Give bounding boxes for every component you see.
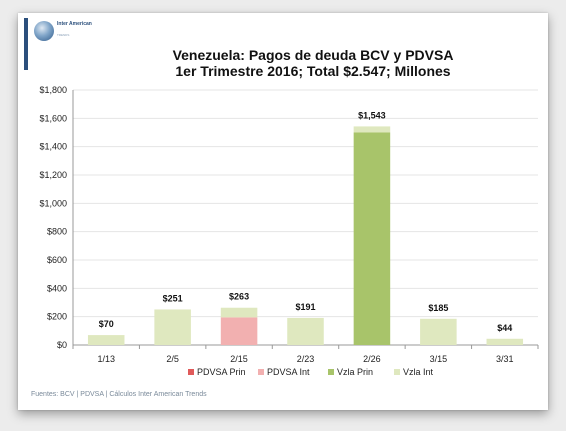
bar-segment (353, 126, 391, 133)
x-tick-label: 3/15 (430, 354, 448, 364)
y-tick-label: $1,800 (39, 85, 67, 95)
bar-chart: $0 $200 $400 $600 $800 $1,000 $1,200 $1,400 $1,6… (39, 85, 539, 377)
bar-segment (420, 318, 457, 345)
data-label: $251 (163, 293, 183, 303)
chart-slide: Inter American TRENDS Venezuela: Pagos d… (18, 13, 548, 410)
data-label: $263 (229, 292, 249, 302)
data-label: $70 (99, 319, 114, 329)
chart-subtitle: 1er Trimestre 2016; Total $2.547; Millon… (175, 63, 451, 79)
company-logo: Inter American TRENDS (34, 21, 114, 51)
bar-segment (287, 317, 324, 345)
legend-label: PDVSA Int (267, 367, 310, 377)
legend-swatch (394, 369, 400, 375)
x-tick-label: 2/26 (363, 354, 381, 364)
legend-swatch (258, 369, 264, 375)
x-tick-label: 2/5 (166, 354, 179, 364)
y-tick-label: $1,200 (39, 170, 67, 180)
y-tick-label: $1,000 (39, 198, 67, 208)
y-tick-label: $1,400 (39, 142, 67, 152)
accent-bar (24, 18, 28, 70)
bar-segment (220, 307, 258, 318)
legend-label: Vzla Prin (337, 367, 373, 377)
bar-segment (154, 309, 191, 345)
globe-icon (34, 21, 54, 41)
chart-title: Venezuela: Pagos de deuda BCV y PDVSA (172, 47, 454, 63)
data-label: $191 (295, 302, 315, 312)
data-label: $44 (497, 323, 512, 333)
x-tick-label: 2/23 (297, 354, 315, 364)
data-label: $185 (428, 303, 448, 313)
x-tick-label: 3/31 (496, 354, 514, 364)
legend-label: PDVSA Prin (197, 367, 246, 377)
bar-segment (486, 338, 524, 345)
chart-title-block: Venezuela: Pagos de deuda BCV y PDVSA 1e… (108, 47, 518, 79)
y-tick-label: $400 (47, 283, 67, 293)
y-tick-label: $200 (47, 312, 67, 322)
logo-subtext: TRENDS (57, 33, 70, 37)
y-tick-label: $800 (47, 227, 67, 237)
data-label: $1,543 (358, 110, 386, 120)
x-tick-label: 2/15 (230, 354, 248, 364)
y-tick-label: $1,600 (39, 113, 67, 123)
source-note: Fuentes: BCV | PDVSA | Cálculos Inter Am… (31, 391, 207, 398)
logo-text: Inter American (57, 21, 92, 27)
legend-label: Vzla Int (403, 367, 434, 377)
y-tick-label: $600 (47, 255, 67, 265)
bar-segment (220, 317, 258, 345)
legend-swatch (188, 369, 194, 375)
x-tick-label: 1/13 (97, 354, 115, 364)
legend-swatch (328, 369, 334, 375)
y-tick-label: $0 (57, 340, 67, 350)
bar-segment (353, 132, 391, 345)
bar-segment (87, 335, 125, 345)
